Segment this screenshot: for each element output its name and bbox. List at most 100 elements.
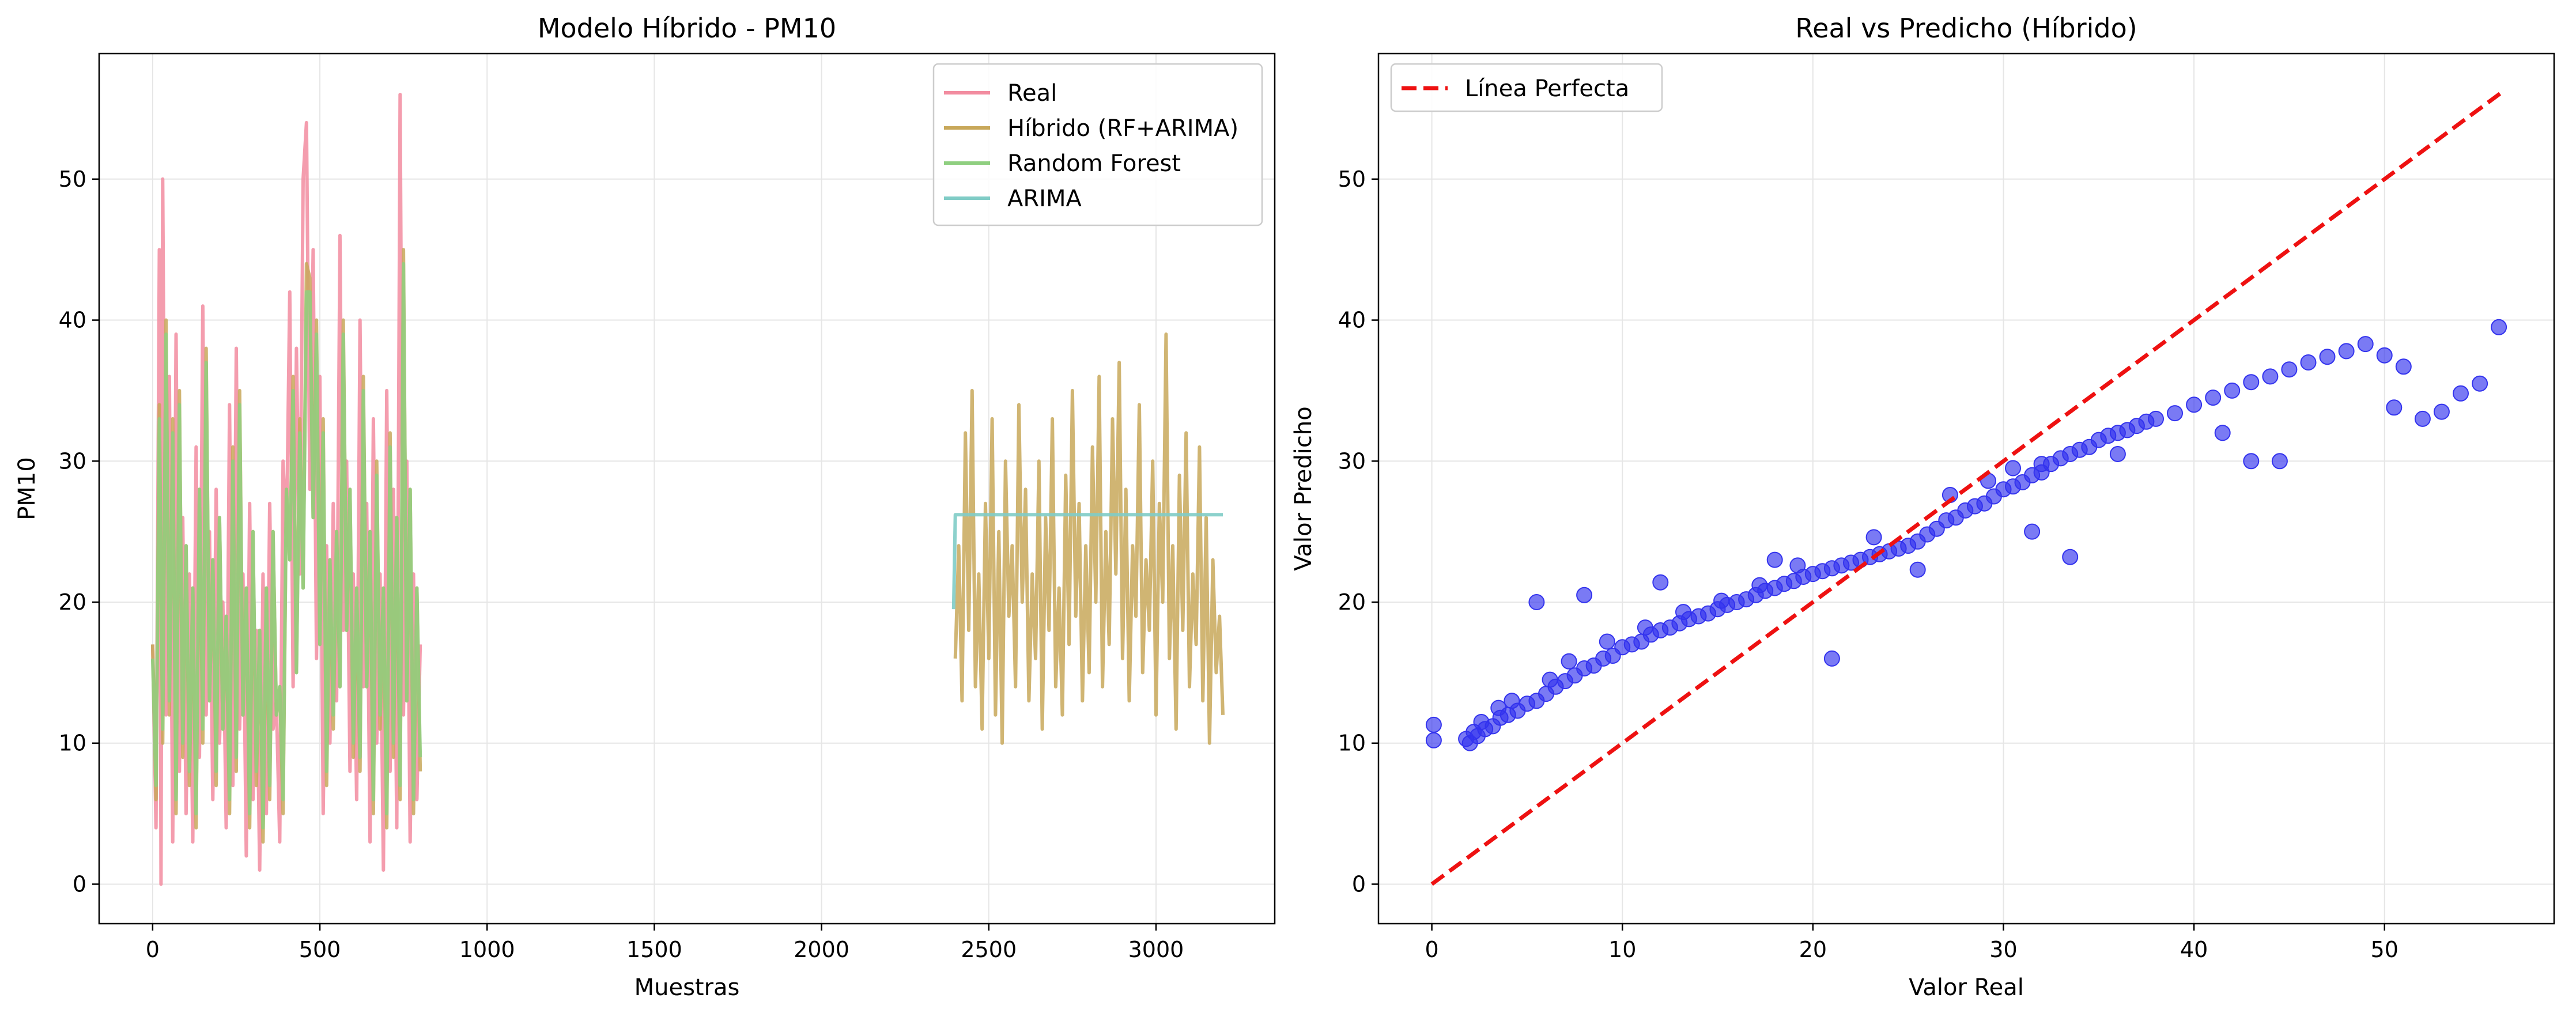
scatter-point xyxy=(2338,343,2355,360)
scatter-point xyxy=(2271,453,2288,470)
scatter-point xyxy=(2262,368,2279,385)
y-tick-label: 50 xyxy=(59,167,86,192)
legend-label: Híbrido (RF+ARIMA) xyxy=(1007,115,1238,142)
scatter-point xyxy=(2005,460,2021,477)
legend-box xyxy=(932,63,1263,226)
legend-label: Random Forest xyxy=(1007,150,1181,177)
tick-labels: 0 10 20 30 40 50 0 10 20 30 40 50 xyxy=(1338,167,2399,962)
scatter-point xyxy=(2472,375,2488,392)
scatter-point xyxy=(2386,399,2403,416)
x-tick-label: 0 xyxy=(1425,937,1438,962)
legend-label: ARIMA xyxy=(1007,186,1082,212)
plot-area xyxy=(150,93,1225,886)
y-tick-label: 10 xyxy=(1338,731,1366,756)
scatter-point xyxy=(1909,561,1926,578)
scatter-point xyxy=(1490,700,1507,716)
scatter-point xyxy=(2433,403,2450,420)
scatter-point xyxy=(2109,446,2126,462)
legend: Línea Perfecta xyxy=(1390,63,1663,112)
scatter-point xyxy=(2243,453,2260,470)
legend: Real Híbrido (RF+ARIMA) Random Forest ARIMA xyxy=(932,63,1263,226)
x-tick-label: 1000 xyxy=(459,937,515,962)
scatter-point xyxy=(1504,693,1520,709)
scatter-point xyxy=(2395,358,2412,375)
perfect-line xyxy=(1430,90,2504,886)
scatter-point xyxy=(1713,592,1730,609)
y-tick-label: 10 xyxy=(59,731,86,756)
x-axis-label: Muestras xyxy=(634,974,740,1001)
legend-label: Real xyxy=(1007,80,1057,107)
plot-area xyxy=(1425,90,2507,886)
y-tick-label: 40 xyxy=(59,308,86,333)
x-tick-label: 2000 xyxy=(794,937,849,962)
y-tick-label: 40 xyxy=(1338,308,1366,333)
y-tick-label: 0 xyxy=(73,871,86,897)
scatter-point xyxy=(2167,405,2183,422)
chart-title: Real vs Predicho (Híbrido) xyxy=(1795,13,2137,44)
scatter-point xyxy=(2414,410,2431,427)
scatter-point xyxy=(2357,336,2374,353)
scatter-point xyxy=(2376,347,2393,364)
scatter-point xyxy=(2205,390,2222,406)
x-tick-label: 1500 xyxy=(626,937,682,962)
timeseries-panel: 0 500 1000 1500 2000 2500 3000 0 10 20 30 40 50 Mode… xyxy=(14,13,1276,1001)
scatter-point xyxy=(2148,410,2164,427)
scatter-point xyxy=(1823,650,1840,667)
scatter-point xyxy=(1576,587,1593,603)
x-tick-label: 0 xyxy=(146,937,160,962)
scatter-point xyxy=(2243,374,2260,391)
x-tick-label: 10 xyxy=(1608,937,1636,962)
x-tick-label: 2500 xyxy=(961,937,1017,962)
scatter-point xyxy=(1766,551,1783,568)
scatter-point xyxy=(1675,604,1691,621)
grid xyxy=(1378,54,2554,924)
y-tick-label: 0 xyxy=(1352,871,1366,897)
scatter-point xyxy=(1599,633,1615,650)
scatter-point xyxy=(2024,523,2041,540)
series-line-3 xyxy=(951,513,1223,610)
x-tick-label: 50 xyxy=(2371,937,2399,962)
y-tick-label: 20 xyxy=(59,589,86,615)
chart-title: Modelo Híbrido - PM10 xyxy=(538,13,836,44)
scatter-point xyxy=(2300,354,2317,370)
series-line-1 xyxy=(953,332,1225,745)
scatter-point xyxy=(2224,382,2241,399)
scatter-point xyxy=(1652,574,1669,591)
x-tick-label: 20 xyxy=(1799,937,1827,962)
scatter-point xyxy=(1542,671,1558,688)
scatter-point xyxy=(1425,716,1442,733)
legend-box xyxy=(1390,63,1663,112)
scatter-point xyxy=(1528,594,1545,610)
x-tick-label: 500 xyxy=(299,937,341,962)
scatter-point xyxy=(2453,385,2469,402)
y-tick-label: 20 xyxy=(1338,589,1366,615)
scatter-point xyxy=(1561,653,1577,670)
x-tick-label: 30 xyxy=(1989,937,2017,962)
scatter-point xyxy=(1425,732,1442,748)
y-axis-label: PM10 xyxy=(14,457,40,520)
series-line-2 xyxy=(150,262,422,830)
scatter-point xyxy=(2033,456,2050,472)
x-axis-label: Valor Real xyxy=(1909,974,2024,1001)
tick-labels: 0 500 1000 1500 2000 2500 3000 0 10 20 30 40 50 xyxy=(59,167,1184,962)
y-tick-label: 30 xyxy=(1338,448,1366,474)
scatter-point xyxy=(1751,577,1768,593)
scatter-point xyxy=(2214,425,2231,441)
y-tick-label: 50 xyxy=(1338,167,1366,192)
y-axis-label: Valor Predicho xyxy=(1290,406,1317,570)
y-tick-label: 30 xyxy=(59,448,86,474)
scatter-point xyxy=(2491,319,2507,335)
scatter-point xyxy=(1865,529,1882,546)
axes-frame xyxy=(98,52,1276,925)
scatter-point xyxy=(2281,361,2298,378)
scatter-point xyxy=(2062,549,2079,565)
scatter-point xyxy=(1473,714,1490,730)
x-tick-label: 3000 xyxy=(1128,937,1184,962)
scatter-point xyxy=(2186,396,2203,413)
scatter-point xyxy=(1789,557,1806,574)
scatter-panel: 0 10 20 30 40 50 0 10 20 30 40 50 Real vs Predicho … xyxy=(1290,13,2555,1001)
axes-frame xyxy=(1377,52,2555,925)
x-tick-label: 40 xyxy=(2180,937,2208,962)
